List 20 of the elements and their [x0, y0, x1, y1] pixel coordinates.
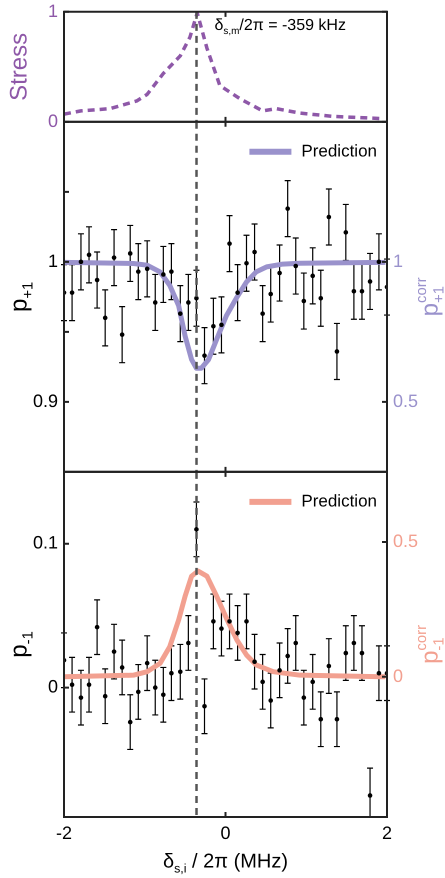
y2-axis-title: pcorr-1: [414, 625, 445, 664]
y-tick-label: 0.9: [32, 391, 58, 412]
y2-axis-title: pcorr+1: [414, 278, 445, 317]
y-axis-title: p-1: [6, 631, 37, 658]
x-tick-label: 2: [382, 823, 392, 844]
y-tick-label: 0: [48, 676, 58, 697]
legend-label: Prediction: [301, 492, 377, 511]
legend-label: Prediction: [301, 142, 378, 161]
y-axis-title: Stress: [6, 33, 33, 102]
y-tick-label: 1: [48, 250, 58, 271]
y-tick-label: 0.1: [32, 532, 58, 553]
y-tick-label: 0: [48, 111, 58, 132]
x-tick-label: 0: [220, 823, 231, 844]
y-axis-title: p+1: [6, 282, 37, 312]
y2-tick-label: 0.5: [393, 531, 418, 552]
y2-tick-label: 0: [393, 666, 404, 686]
y2-tick-label: 0.5: [393, 391, 418, 412]
y2-tick-label: 1: [393, 250, 404, 271]
x-tick-label: -2: [56, 823, 72, 844]
y-tick-label: 1: [48, 0, 58, 21]
